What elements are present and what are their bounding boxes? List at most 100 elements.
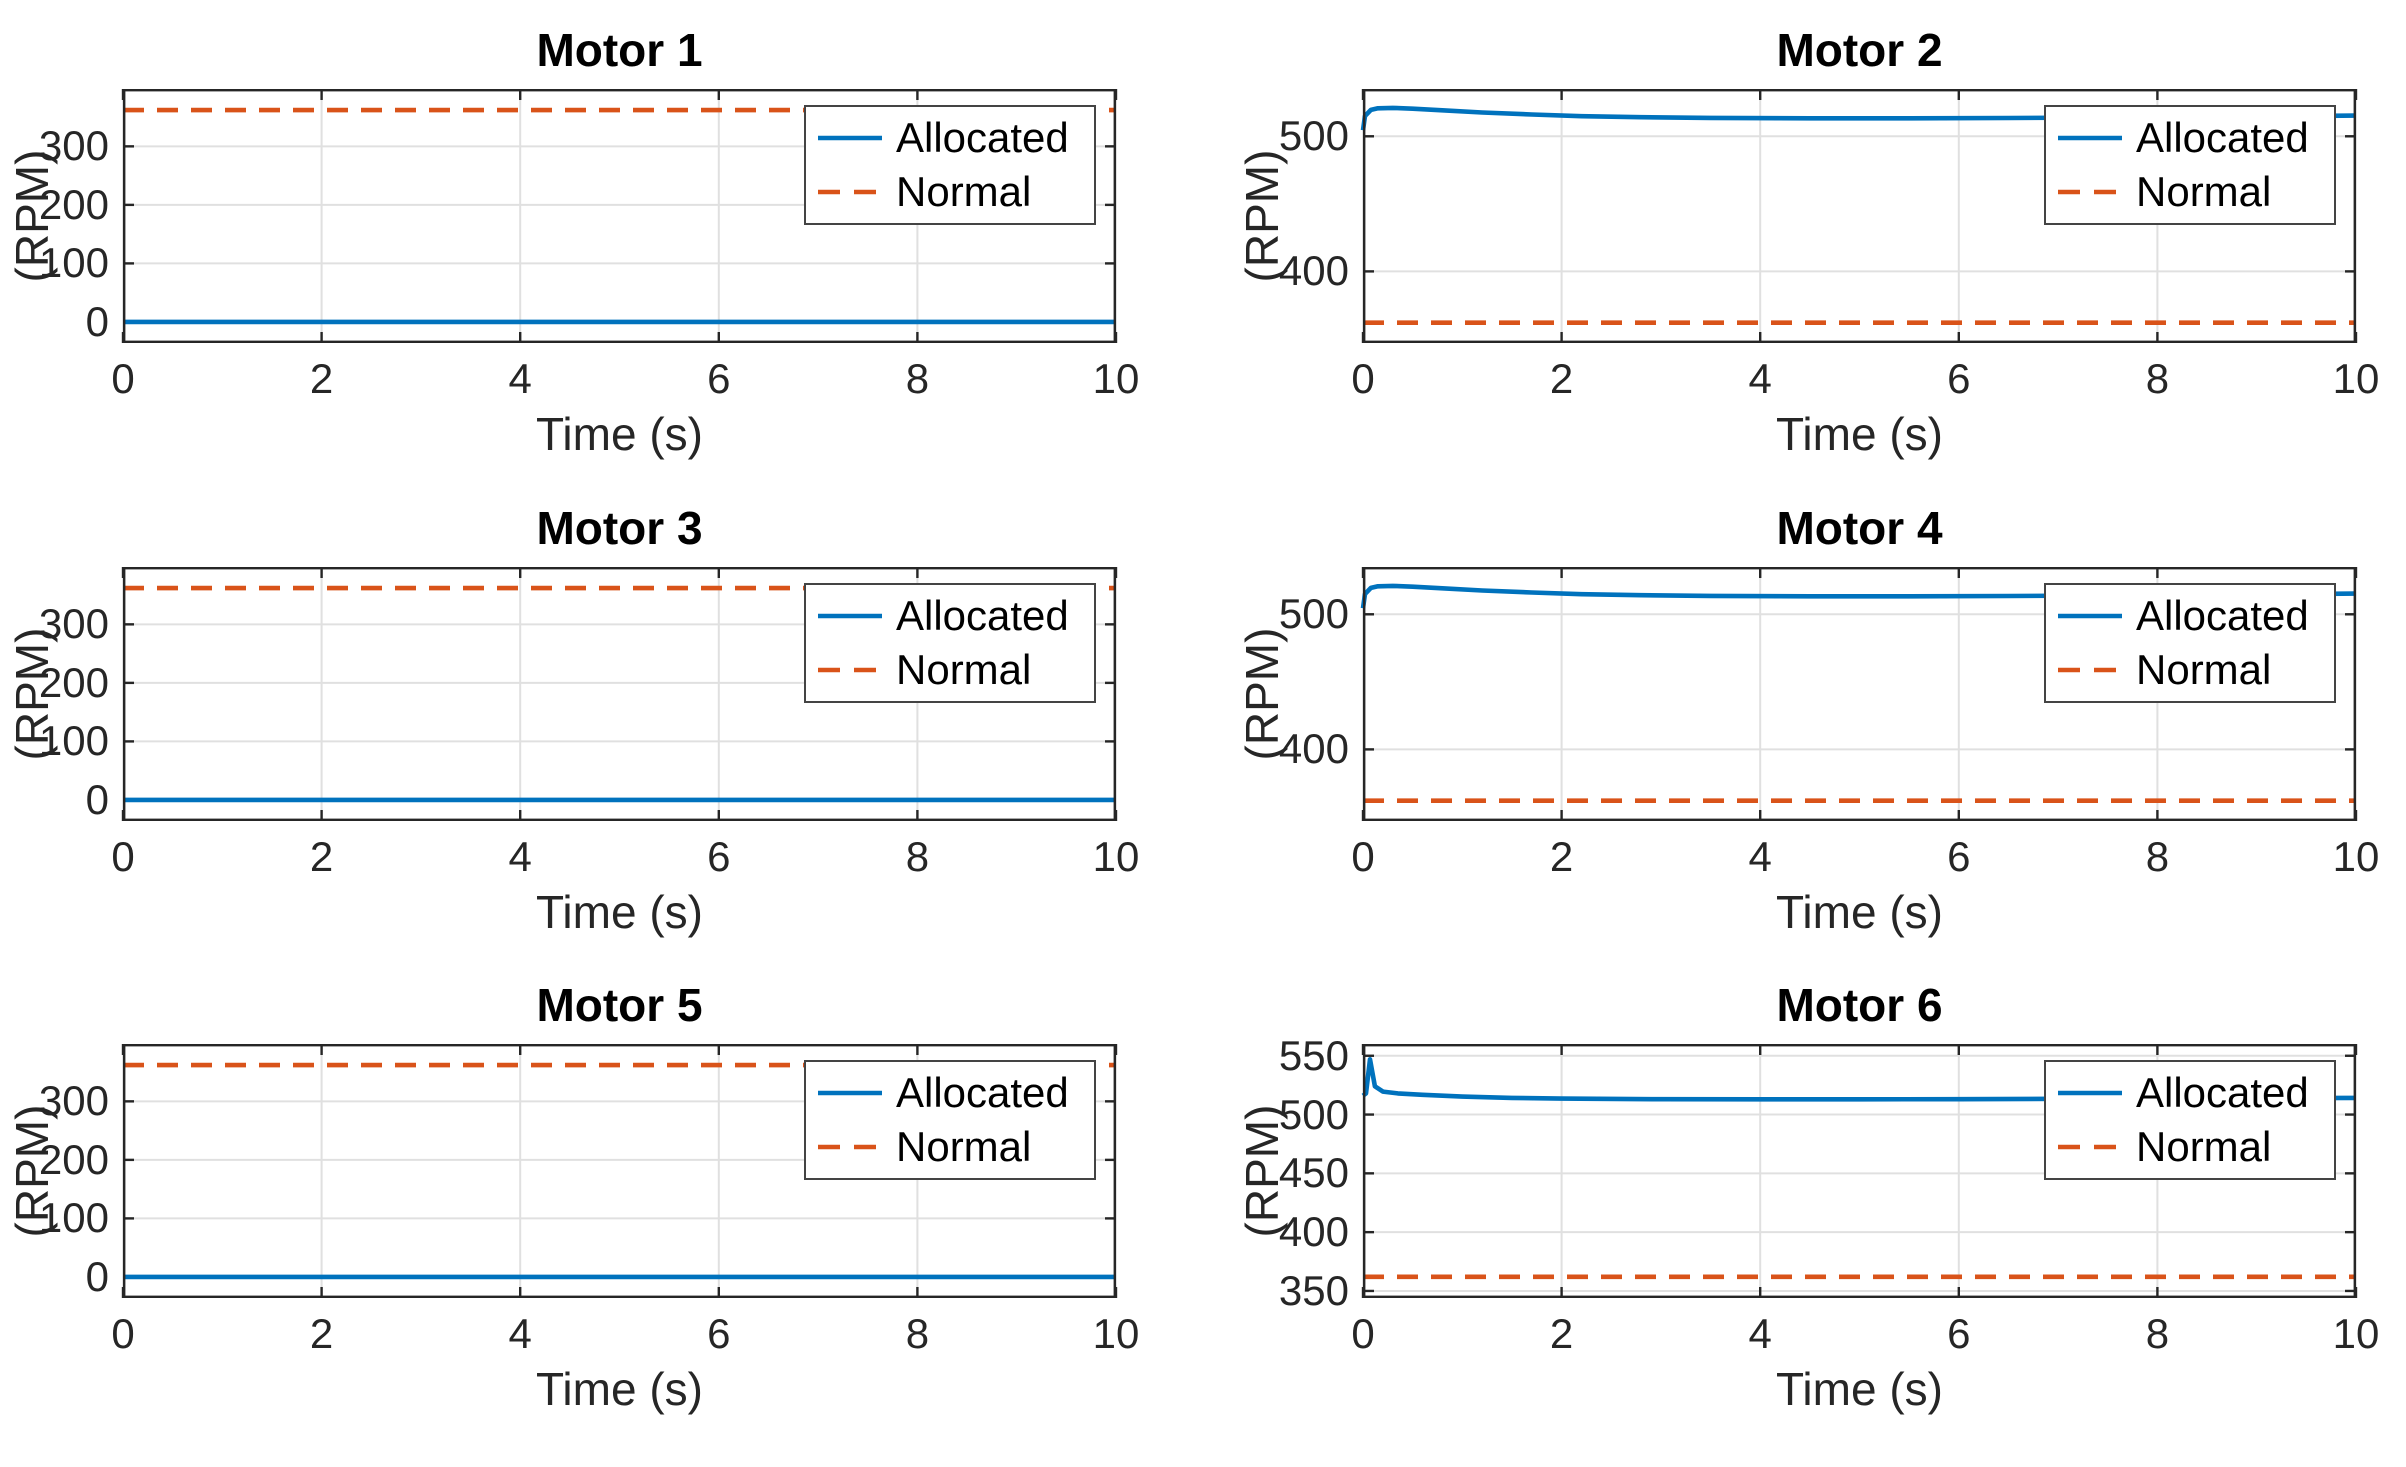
x-tick-label: 6 — [1947, 1310, 1971, 1357]
allocated-line-icon — [818, 613, 882, 619]
x-tick-label: 4 — [1748, 355, 1772, 402]
legend-item-normal: Normal — [2056, 165, 2324, 219]
y-tick-label: 500 — [1278, 112, 1349, 160]
x-axis-label: Time (s) — [536, 408, 703, 460]
x-tick-label: 10 — [2332, 833, 2380, 880]
plot-canvas — [1361, 1044, 2358, 1299]
allocated-line-icon — [2058, 135, 2122, 141]
x-tick-label: 4 — [508, 1310, 532, 1357]
normal-line-icon — [818, 667, 882, 673]
plot-canvas — [1360, 89, 2358, 344]
x-tick-label: 6 — [707, 355, 731, 402]
legend-label-allocated: Allocated — [2136, 592, 2309, 639]
x-tick-label: 10 — [2332, 355, 2380, 402]
plot-area: Allocated Normal — [121, 89, 1118, 344]
x-tick-label: 10 — [1092, 833, 1140, 880]
legend-label-allocated: Allocated — [896, 114, 1069, 161]
legend-label-allocated: Allocated — [896, 1069, 1069, 1116]
y-tick-label: 300 — [38, 122, 109, 170]
y-tick-label: 0 — [85, 775, 109, 823]
legend-label-normal: Normal — [2136, 646, 2272, 693]
legend-label-normal: Normal — [896, 646, 1032, 693]
plot-canvas — [1360, 567, 2358, 822]
legend: Allocated Normal — [2044, 583, 2336, 703]
legend: Allocated Normal — [804, 583, 1096, 703]
x-tick-label: 8 — [2145, 1310, 2170, 1357]
plot-canvas — [121, 89, 1118, 344]
y-tick-label: 300 — [38, 600, 109, 648]
x-tick-label: 4 — [1748, 1310, 1772, 1357]
y-tick-label: 300 — [38, 1077, 109, 1125]
y-tick-label: 400 — [1278, 725, 1349, 773]
legend: Allocated Normal — [2044, 105, 2336, 225]
normal-line-icon — [2058, 1144, 2122, 1150]
y-tick-label: 450 — [1278, 1149, 1349, 1197]
y-tick-label: 100 — [38, 1194, 109, 1242]
x-tick-label: 6 — [707, 1310, 731, 1357]
y-tick-label: 500 — [1278, 590, 1349, 638]
x-tick-label: 8 — [905, 833, 930, 880]
legend-item-normal: Normal — [816, 643, 1084, 697]
y-tick-label: 100 — [38, 239, 109, 287]
x-tick-label: 0 — [111, 355, 135, 402]
legend-label-allocated: Allocated — [2136, 1069, 2309, 1116]
allocated-line-icon — [818, 135, 882, 141]
x-tick-label: 0 — [1351, 355, 1375, 402]
y-axis-label: (RPM) — [1236, 1104, 1288, 1238]
y-tick-label: 100 — [38, 717, 109, 765]
y-tick-label: 0 — [85, 1252, 109, 1300]
legend-label-allocated: Allocated — [2136, 114, 2309, 161]
plot-area: Allocated Normal — [1360, 567, 2358, 822]
y-axis-label: (RPM) — [1236, 149, 1288, 283]
legend-item-allocated: Allocated — [2056, 589, 2324, 643]
legend-item-normal: Normal — [2056, 1120, 2324, 1174]
normal-line-icon — [818, 189, 882, 195]
legend-label-allocated: Allocated — [896, 592, 1069, 639]
legend-label-normal: Normal — [2136, 1123, 2272, 1170]
x-tick-label: 2 — [1549, 833, 1574, 880]
legend-label-normal: Normal — [896, 168, 1032, 215]
y-axis-label: (RPM) — [1236, 627, 1288, 761]
x-axis-label: Time (s) — [1776, 886, 1943, 938]
y-tick-label: 500 — [1278, 1090, 1349, 1138]
x-tick-label: 2 — [1549, 1310, 1574, 1357]
x-tick-label: 2 — [309, 1310, 334, 1357]
y-tick-label: 400 — [1278, 247, 1349, 295]
x-tick-label: 8 — [905, 1310, 930, 1357]
x-axis-label: Time (s) — [1776, 408, 1943, 460]
plot-title: Motor 2 — [1776, 24, 1943, 76]
x-tick-label: 8 — [905, 355, 930, 402]
x-tick-label: 4 — [1748, 833, 1772, 880]
legend-label-normal: Normal — [2136, 168, 2272, 215]
legend-item-allocated: Allocated — [816, 1066, 1084, 1120]
x-tick-label: 10 — [1092, 355, 1140, 402]
legend-item-normal: Normal — [816, 165, 1084, 219]
allocated-line-icon — [2058, 613, 2122, 619]
normal-line-icon — [2058, 667, 2122, 673]
x-tick-label: 0 — [111, 833, 135, 880]
plot-title: Motor 5 — [536, 979, 703, 1031]
allocated-line-icon — [818, 1090, 882, 1096]
legend-label-normal: Normal — [896, 1123, 1032, 1170]
x-tick-label: 4 — [508, 355, 532, 402]
legend: Allocated Normal — [804, 1060, 1096, 1180]
x-tick-label: 4 — [508, 833, 532, 880]
plot-area: Allocated Normal — [1360, 89, 2358, 344]
plot-title: Motor 3 — [536, 502, 703, 554]
legend-item-normal: Normal — [816, 1120, 1084, 1174]
x-axis-label: Time (s) — [1776, 1363, 1943, 1415]
legend-item-normal: Normal — [2056, 643, 2324, 697]
normal-line-icon — [818, 1144, 882, 1150]
legend: Allocated Normal — [804, 105, 1096, 225]
x-tick-label: 8 — [2145, 833, 2170, 880]
legend-item-allocated: Allocated — [816, 111, 1084, 165]
x-tick-label: 0 — [1351, 1310, 1375, 1357]
y-tick-label: 200 — [38, 1135, 109, 1183]
legend-item-allocated: Allocated — [2056, 1066, 2324, 1120]
plot-title: Motor 1 — [536, 24, 703, 76]
legend-item-allocated: Allocated — [816, 589, 1084, 643]
